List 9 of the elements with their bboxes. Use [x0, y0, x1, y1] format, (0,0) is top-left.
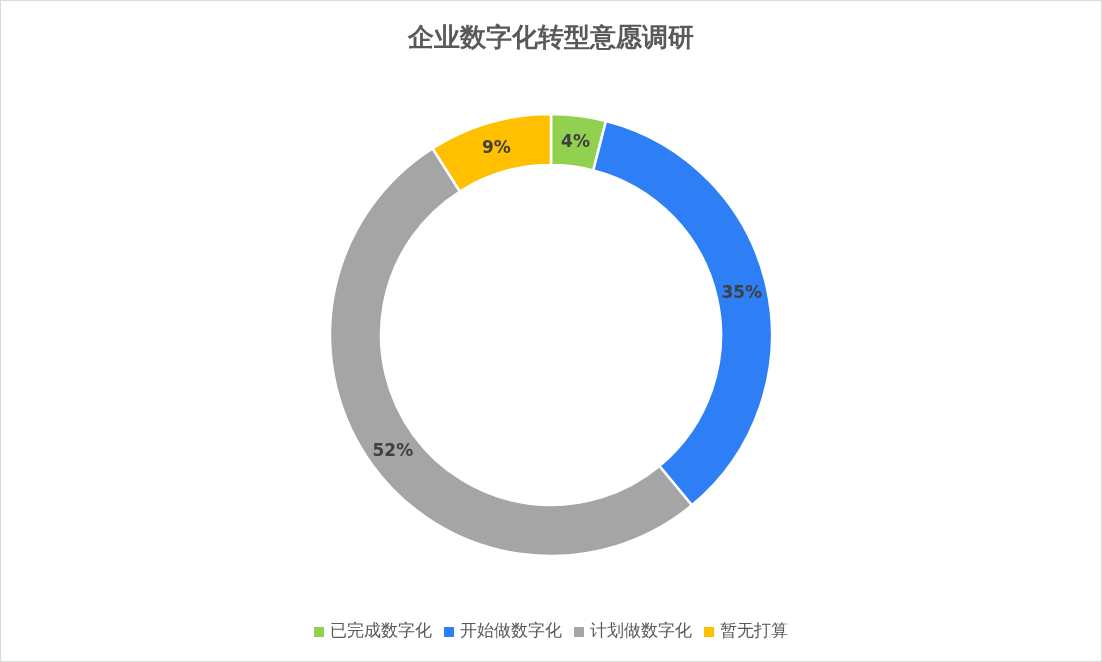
chart-title: 企业数字化转型意愿调研: [407, 22, 694, 52]
legend-label: 已完成数字化: [330, 620, 432, 640]
data-label: 52%: [372, 439, 414, 460]
data-label: 4%: [561, 131, 590, 152]
data-label: 35%: [721, 282, 763, 303]
data-label: 9%: [482, 137, 511, 158]
legend-label: 暂无打算: [720, 620, 788, 640]
legend-label: 计划做数字化: [590, 620, 692, 640]
legend-label: 开始做数字化: [460, 620, 562, 640]
